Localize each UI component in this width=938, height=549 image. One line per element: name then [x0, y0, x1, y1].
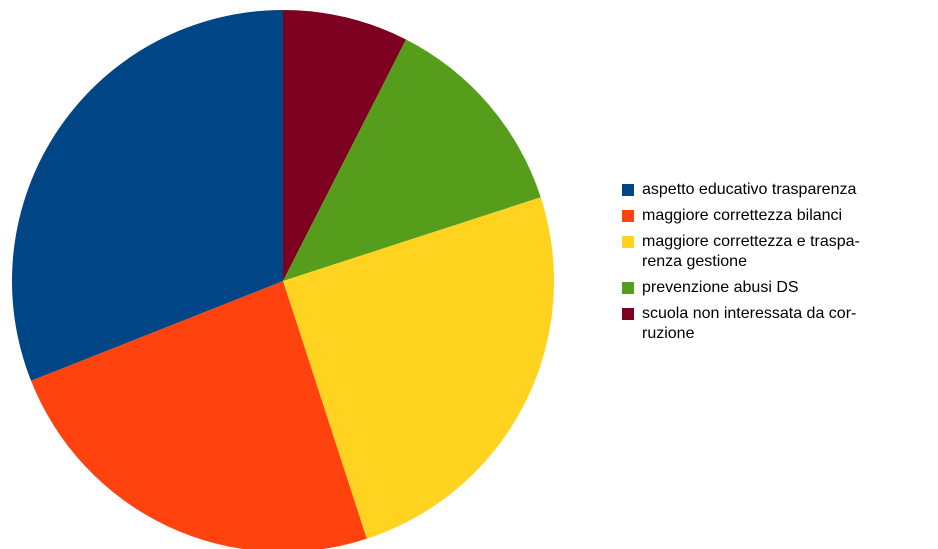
legend-item: maggiore correttezza e traspa- renza ges… [622, 232, 938, 272]
pie-slice-4 [12, 10, 283, 381]
legend-item: maggiore correttezza bilanci [622, 206, 938, 226]
pie-slice-3 [31, 281, 367, 549]
legend-label: maggiore correttezza e traspa- renza ges… [642, 233, 860, 270]
pie-slice-2 [283, 197, 555, 539]
legend-label: aspetto educativo trasparenza [642, 181, 857, 198]
legend-item: prevenzione abusi DS [622, 278, 938, 298]
chart-legend: aspetto educativo trasparenza maggiore co… [622, 180, 938, 350]
legend-label: prevenzione abusi DS [642, 279, 799, 296]
pie-slice-1 [283, 39, 541, 281]
legend-item: scuola non interessata da cor- ruzione [622, 304, 938, 344]
legend-swatch [622, 308, 634, 320]
legend-swatch [622, 282, 634, 294]
legend-swatch [622, 236, 634, 248]
legend-label: maggiore correttezza bilanci [642, 207, 843, 224]
legend-item: aspetto educativo trasparenza [622, 180, 938, 200]
legend-swatch [622, 184, 634, 196]
legend-swatch [622, 210, 634, 222]
pie-slice-0 [283, 10, 407, 281]
legend-label: scuola non interessata da cor- ruzione [642, 305, 857, 342]
pie-slices [12, 10, 555, 549]
